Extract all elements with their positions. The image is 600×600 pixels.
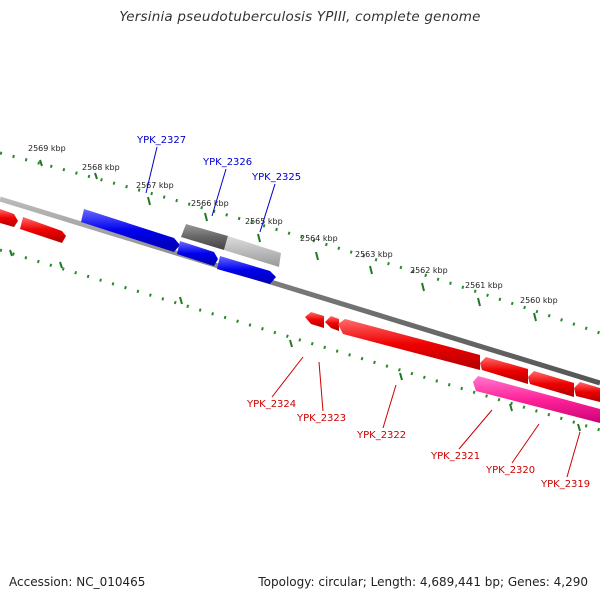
tick-label: 2568 kbp — [82, 163, 120, 172]
tick-label: 2569 kbp — [28, 144, 66, 153]
gene-label-ypk-2321[interactable]: YPK_2321 — [430, 451, 480, 462]
tick-label: 2563 kbp — [355, 250, 393, 259]
gene-label-ypk-2327[interactable]: YPK_2327 — [136, 135, 186, 146]
gene-ypk-2322[interactable] — [338, 319, 480, 370]
tick-label: 2566 kbp — [191, 199, 229, 208]
reverse-genes — [305, 312, 600, 423]
tick-label: 2567 kbp — [136, 181, 174, 190]
gene-ypk-2324[interactable] — [305, 312, 324, 328]
tick-label: 2565 kbp — [245, 217, 283, 226]
bottom-leader-lines — [271, 356, 581, 478]
gene-label-ypk-2320[interactable]: YPK_2320 — [485, 465, 535, 476]
gene-ypk-2321[interactable] — [480, 357, 528, 384]
gene-ypk-2327[interactable] — [81, 209, 180, 252]
gene-label-ypk-2319[interactable]: YPK_2319 — [540, 479, 590, 490]
bottom-gene-labels: YPK_2324 YPK_2323 YPK_2322 YPK_2321 YPK_… — [246, 399, 590, 490]
top-leader-lines — [145, 146, 276, 233]
accession-text: Accession: NC_010465 — [9, 575, 146, 589]
tick-label: 2561 kbp — [465, 281, 503, 290]
gene-label-ypk-2325[interactable]: YPK_2325 — [251, 172, 301, 183]
genome-title: Yersinia pseudotuberculosis YPIII, compl… — [119, 9, 481, 25]
gene-ypk-2325[interactable] — [217, 256, 276, 284]
gene-selected-pink[interactable] — [473, 376, 600, 423]
outer-major-ticks — [39, 159, 537, 322]
gene-label-ypk-2323[interactable]: YPK_2323 — [296, 413, 346, 424]
gene-arrow-left-edge[interactable] — [0, 209, 18, 227]
gene-label-ypk-2322[interactable]: YPK_2322 — [356, 430, 406, 441]
gene-label-ypk-2326[interactable]: YPK_2326 — [202, 157, 252, 168]
inner-tick-ring — [0, 248, 600, 432]
gene-label-ypk-2324[interactable]: YPK_2324 — [246, 399, 296, 410]
top-gene-labels: YPK_2327 YPK_2326 YPK_2325 — [136, 135, 301, 183]
gene-arrow[interactable] — [20, 217, 66, 243]
genome-backbone — [0, 196, 600, 386]
tick-label: 2564 kbp — [300, 234, 338, 243]
inner-major-ticks — [9, 249, 581, 432]
gene-ypk-2320[interactable] — [528, 371, 574, 397]
tick-label: 2562 kbp — [410, 266, 448, 275]
gene-ypk-2326-pseudo[interactable] — [181, 224, 228, 250]
gene-ypk-2319[interactable] — [574, 382, 600, 402]
gene-ypk-2323[interactable] — [325, 316, 339, 331]
forward-genes — [0, 209, 281, 284]
tick-label: 2560 kbp — [520, 296, 558, 305]
kbp-labels: 2569 kbp 2568 kbp 2567 kbp 2566 kbp 2565… — [28, 144, 558, 305]
genome-summary-text: Topology: circular; Length: 4,689,441 bp… — [258, 575, 588, 589]
gene-ypk-2326-pseudo-2[interactable] — [224, 236, 281, 267]
gene-ypk-2326[interactable] — [177, 241, 218, 266]
